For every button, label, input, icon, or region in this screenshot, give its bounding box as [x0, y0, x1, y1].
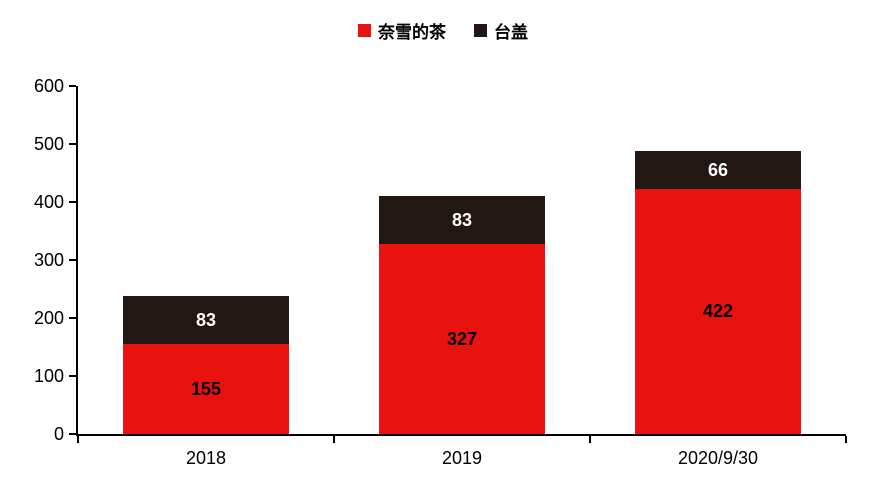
legend-swatch-icon — [358, 24, 371, 37]
bar-slot: 66 422 — [590, 86, 846, 434]
y-axis-tick-label: 100 — [33, 366, 64, 387]
bar-value-label: 83 — [451, 209, 472, 230]
bar-segment: 83 — [378, 196, 546, 245]
y-axis-tick-label: 0 — [53, 424, 64, 444]
bar-value-label: 327 — [446, 328, 478, 349]
y-axis-tick-label: 200 — [33, 308, 64, 329]
x-axis-label: 2019 — [441, 448, 483, 468]
y-axis-tick-mark — [69, 85, 76, 87]
bar-value-label: 155 — [190, 378, 222, 399]
legend-item-0: 奈雪的茶 — [358, 18, 446, 43]
y-axis-tick-label: 300 — [33, 250, 64, 270]
legend-item-1: 台盖 — [474, 18, 528, 43]
y-axis-tick-mark — [69, 433, 76, 435]
y-axis-tick-label: 400 — [33, 192, 64, 213]
stacked-bar: 66 422 — [634, 86, 802, 434]
y-axis-tick-label: 600 — [33, 76, 64, 96]
y-axis-tick-mark — [69, 259, 76, 261]
stacked-bar: 83 155 — [122, 86, 290, 434]
y-axis-tick-mark — [69, 143, 76, 145]
bar-segment: 83 — [122, 295, 290, 345]
x-axis-label: 2020/9/30 — [677, 448, 759, 468]
bar-segment: 422 — [634, 189, 802, 434]
bar-slot: 83 155 — [78, 86, 334, 434]
bar-segment: 66 — [634, 150, 802, 190]
bar-value-label: 422 — [702, 301, 734, 322]
bar-slot: 83 327 — [334, 86, 590, 434]
bar-segment: 327 — [378, 244, 546, 434]
legend-label: 台盖 — [494, 23, 528, 42]
x-axis-tick-mark — [332, 436, 335, 443]
x-axis-label: 2018 — [185, 448, 227, 468]
plot-area: 0 100 200 300 400 500 600 83 155 2018 83 327 2019 66 4… — [34, 76, 847, 468]
x-axis-tick-mark — [77, 436, 79, 443]
bar-segment: 155 — [122, 344, 290, 434]
y-axis-tick-mark — [69, 317, 76, 320]
legend-label: 奈雪的茶 — [378, 23, 446, 42]
chart-legend: 奈雪的茶 台盖 — [0, 18, 886, 43]
y-axis-tick-mark — [69, 201, 76, 204]
x-axis-tick-mark — [588, 436, 591, 443]
x-axis-tick-mark — [845, 436, 847, 443]
legend-swatch-icon — [474, 24, 487, 37]
stacked-bar: 83 327 — [378, 86, 546, 434]
y-axis-tick-mark — [69, 375, 76, 378]
bar-value-label: 66 — [707, 159, 728, 180]
y-axis-tick-label: 500 — [33, 134, 64, 154]
bar-value-label: 83 — [195, 309, 216, 330]
